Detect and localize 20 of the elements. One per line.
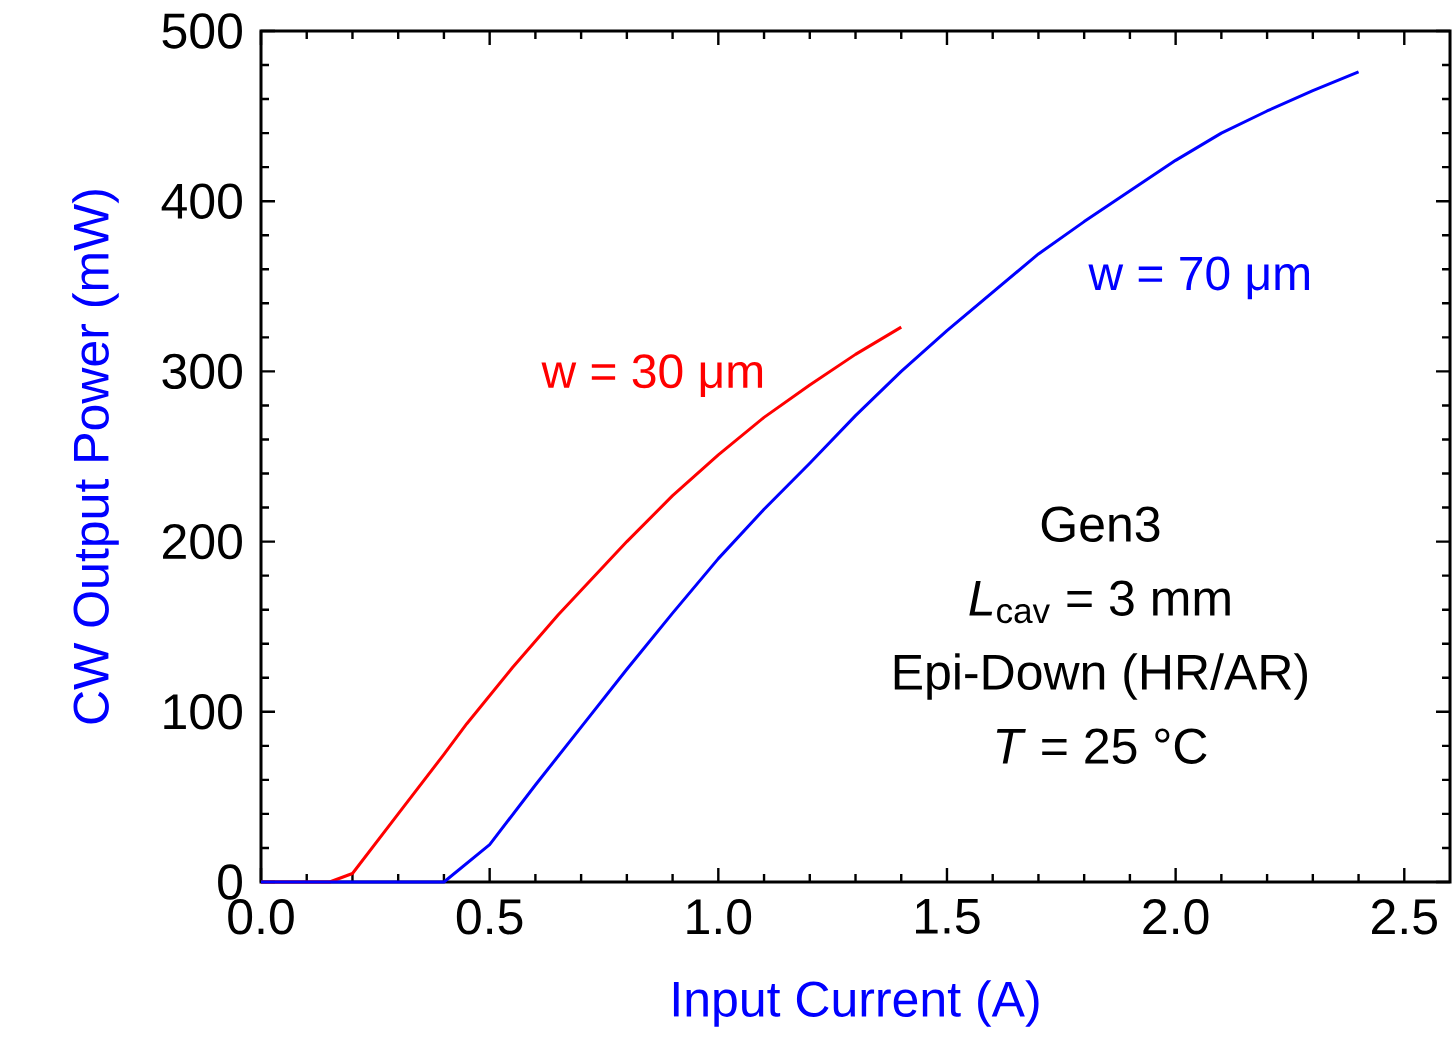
x-tick-label: 2.0 bbox=[1143, 899, 1209, 935]
x-tick-label: 2.5 bbox=[1372, 899, 1437, 935]
annotation: Epi-Down (HR/AR) bbox=[894, 653, 1307, 700]
series-label: w = 70 μm bbox=[1088, 256, 1309, 300]
x-axis-title: Input Current (A) bbox=[673, 980, 1039, 1027]
y-tick-label: 300 bbox=[162, 353, 242, 390]
y-tick-label: 200 bbox=[163, 523, 242, 560]
x-tick-label: 1.5 bbox=[916, 899, 980, 934]
annotation: L$_{cav}$ = 3 mm bbox=[969, 580, 1230, 624]
y-axis-title: CW Output Power (mW) bbox=[72, 190, 119, 724]
y-tick-label: 100 bbox=[164, 694, 242, 730]
y-tick-label: 400 bbox=[161, 183, 242, 219]
y-tick-label: 500 bbox=[162, 13, 242, 49]
annotation: T = 25 °C bbox=[996, 728, 1207, 764]
x-tick-label: 0.5 bbox=[456, 899, 523, 935]
series-label: w = 30 μm bbox=[541, 354, 763, 398]
x-tick-label: 0.0 bbox=[228, 899, 294, 935]
y-tick-label: 0 bbox=[218, 864, 242, 900]
x-tick-label: 1.0 bbox=[687, 899, 752, 935]
annotation: Gen3 bbox=[1041, 506, 1160, 542]
